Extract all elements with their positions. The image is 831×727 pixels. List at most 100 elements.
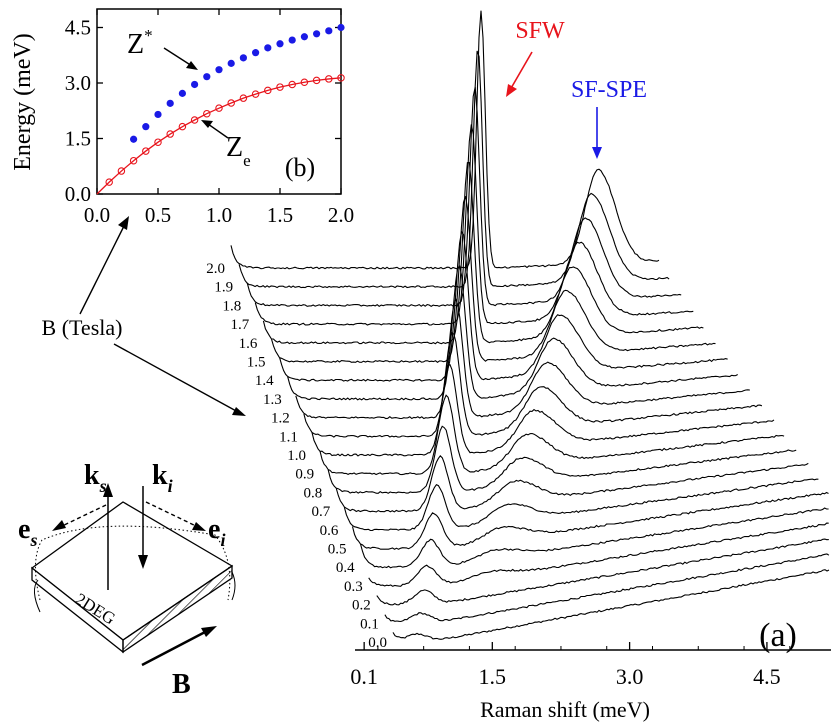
ze-label-z: Z <box>226 132 243 163</box>
inset-y-tick-label: 3.0 <box>65 71 91 95</box>
zstar-point <box>288 36 296 44</box>
zstar-point <box>203 73 211 81</box>
substrate-edge-right <box>231 571 236 601</box>
waterfall-x-tick-label: 1.5 <box>479 664 507 689</box>
ei-label-sub: i <box>220 530 225 550</box>
spectrum-trace <box>254 124 694 326</box>
zstar-point <box>300 33 308 41</box>
sample-side-face <box>122 564 233 654</box>
spectrum-field-label: 0.1 <box>360 616 379 632</box>
waterfall-x-tick-label: 3.0 <box>616 664 644 689</box>
zstar-label: Z* <box>127 26 153 60</box>
inset-ticks: 0.0 0.5 1.0 1.5 2.0 0.0 1.5 3.0 4.5 <box>65 9 354 227</box>
sfw-arrow-head <box>506 84 517 97</box>
spectrum-field-label: 1.8 <box>222 298 241 314</box>
substrate-edge-left <box>34 579 41 613</box>
spectrum-field-label: 0.0 <box>368 635 387 651</box>
spectrum-trace <box>351 491 829 550</box>
es-label-e: e <box>18 514 30 545</box>
ze-arrow-head <box>201 120 213 128</box>
b-to-waterfall-arrow-line <box>113 343 239 413</box>
ze-arrow-line <box>207 123 229 139</box>
ze-point <box>215 104 223 112</box>
zstar-point <box>264 44 272 52</box>
ki-label-sub: i <box>168 476 173 496</box>
sfw-arrow-line <box>509 51 533 91</box>
ze-point <box>190 116 199 124</box>
spectrum-field-label: 1.6 <box>239 336 258 352</box>
spectrum-field-label: 2.0 <box>206 261 225 277</box>
zstar-point <box>142 123 150 131</box>
spectrum-trace <box>230 10 660 270</box>
ze-point <box>239 94 248 102</box>
zstar-point <box>276 40 284 48</box>
inset-y-tick-label: 1.5 <box>65 127 91 151</box>
es-arrow-head <box>52 520 66 531</box>
ze-point <box>300 78 309 87</box>
b-tesla-label: B (Tesla) <box>42 315 123 340</box>
scattering-geometry-diagram: 2DEG ks ki es ei B <box>18 460 236 700</box>
inset-panel: 0.0 0.5 1.0 1.5 2.0 0.0 1.5 3.0 4.5 Energy (meV)… <box>10 8 354 227</box>
zstar-point <box>154 110 162 119</box>
spectrum-trace <box>376 538 829 606</box>
inset-x-tick-label: 1.0 <box>206 203 232 227</box>
es-arrow-line <box>59 504 107 528</box>
zstar-arrow-head <box>186 61 198 70</box>
spectrum-trace <box>295 297 750 420</box>
ki-label: ki <box>152 460 173 496</box>
spectrum-trace <box>246 86 682 307</box>
ki-arrow-head <box>138 555 148 569</box>
sfw-annotation: SFW <box>515 18 565 44</box>
zstar-point <box>178 89 186 97</box>
zstar-point <box>215 66 223 74</box>
waterfall-panel: 0.0 0.1 0.2 0.3 0.4 0.5 0.6 0.7 0.8 0.9 1.0 1.1 1.2 1… <box>206 10 831 722</box>
waterfall-x-tick-label: 0.1 <box>350 664 378 689</box>
ze-point <box>264 86 272 95</box>
ks-arrow-head <box>103 483 113 497</box>
spectrum-trace <box>384 553 830 623</box>
spectrum-field-label: 0.3 <box>344 579 363 595</box>
inset-y-tick-label: 4.5 <box>65 16 91 40</box>
inset-x-tick-label: 0.0 <box>84 203 110 227</box>
ze-point <box>227 99 235 107</box>
b-field-label: B <box>172 669 191 700</box>
ks-label-sub: s <box>99 476 107 496</box>
spectrum-field-label: 0.5 <box>328 542 347 558</box>
ks-label: ks <box>84 460 107 496</box>
ze-point <box>312 76 321 85</box>
spectrum-field-label: 0.6 <box>320 523 339 539</box>
ei-label-e: e <box>208 514 220 545</box>
es-label-sub: s <box>29 530 37 550</box>
spectrum-trace <box>335 454 809 513</box>
zstar-point <box>227 59 235 67</box>
ze-points <box>105 74 345 186</box>
b-to-inset-arrow-head <box>118 216 129 230</box>
zstar-points <box>130 23 345 143</box>
spectrum-trace <box>262 162 704 345</box>
spectrum-trace <box>343 478 819 532</box>
ze-point <box>117 167 126 175</box>
ei-arrow-line <box>145 501 199 528</box>
spectrum-field-label: 1.5 <box>247 355 266 371</box>
zstar-point <box>337 23 345 32</box>
spectrum-trace <box>319 394 785 476</box>
ze-point <box>105 178 113 186</box>
waterfall-x-ticks: 0.1 1.5 3.0 4.5 <box>350 642 791 689</box>
spectrum-trace <box>279 230 728 382</box>
inset-x-tick-label: 0.5 <box>145 203 171 227</box>
zstar-point <box>325 27 333 35</box>
panel-a-label: (a) <box>759 617 797 654</box>
spectrum-field-label: 0.8 <box>303 485 322 501</box>
series-labels: 0.0 0.1 0.2 0.3 0.4 0.5 0.6 0.7 0.8 0.9 1.0 1.1 1.2 1… <box>206 261 387 651</box>
b-field-arrow-line <box>141 629 208 667</box>
zstar-point <box>166 99 174 107</box>
spectrum-field-label: 0.9 <box>295 467 314 483</box>
ze-point <box>203 109 211 118</box>
zstar-point <box>252 49 260 57</box>
ze-label-e: e <box>243 151 251 170</box>
waterfall-x-label: Raman shift (meV) <box>480 697 650 722</box>
spectrum-field-label: 0.2 <box>352 598 371 614</box>
ze-point <box>166 130 174 138</box>
ze-point <box>337 74 345 82</box>
